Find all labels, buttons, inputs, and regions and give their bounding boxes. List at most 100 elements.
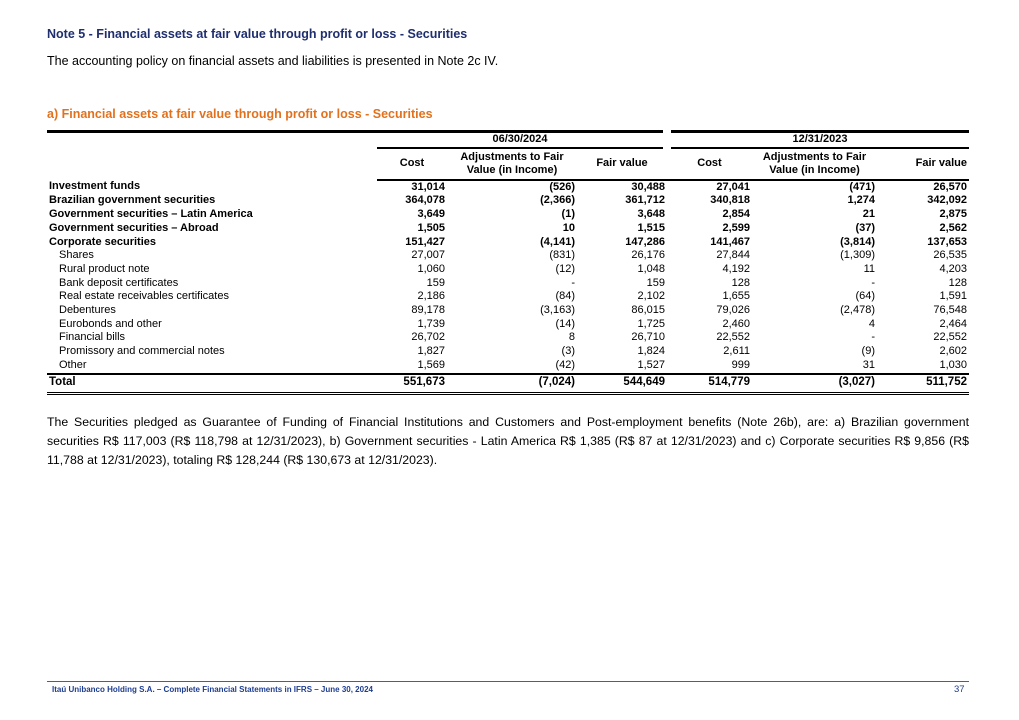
cell: (14) <box>555 317 575 330</box>
row-label: Investment funds <box>49 180 141 193</box>
cell: 21 <box>862 208 875 221</box>
cell: 128 <box>948 276 967 289</box>
cell: 364,078 <box>405 194 445 207</box>
cell: 551,673 <box>377 372 447 395</box>
cell: 31,014 <box>411 180 445 193</box>
cell: 340,818 <box>710 194 750 207</box>
col-cost: Cost <box>377 147 447 181</box>
table-row: Brazilian government securities 364,078 (2… <box>47 194 969 208</box>
row-label: Eurobonds and other <box>59 317 162 330</box>
cell: 2,602 <box>939 345 967 358</box>
cell: 22,552 <box>716 331 750 344</box>
row-label: Financial bills <box>59 331 126 344</box>
pledged-securities-paragraph: The Securities pledged as Guarantee of F… <box>47 415 969 467</box>
cell: 1,569 <box>417 358 445 371</box>
cell: (12) <box>555 262 575 275</box>
cell: 8 <box>568 331 575 344</box>
row-label: Real estate receivables certificates <box>59 290 229 303</box>
table-row: Debentures 89,178 (3,163) 86,015 79,026 (2,47… <box>47 304 969 318</box>
row-label: Shares <box>59 249 94 262</box>
cell: (42) <box>555 358 575 371</box>
cell: 26,702 <box>411 331 445 344</box>
table-row: Other 1,569 (42) 1,527 999 31 1,030 <box>47 359 969 374</box>
cell: (84) <box>555 290 575 303</box>
cell: (471) <box>849 180 875 193</box>
row-label: Promissory and commercial notes <box>59 345 225 358</box>
cell: (3,027) <box>752 372 877 395</box>
col-adjustments: Adjustments to Fair Value (in Income) <box>447 147 577 181</box>
row-label: Corporate securities <box>49 235 156 248</box>
cell: 1,591 <box>939 290 967 303</box>
cell: 30,488 <box>631 180 665 193</box>
table-row: Financial bills 26,702 8 26,710 22,552 - 22,55… <box>47 331 969 345</box>
cell: 4,203 <box>939 262 967 275</box>
section-subtitle: a) Financial assets at fair value throug… <box>47 107 433 121</box>
cell: (1,309) <box>840 249 875 262</box>
table-row: Bank deposit certificates 159 - 159 128 - 128 <box>47 277 969 291</box>
cell: 10 <box>562 221 575 234</box>
cell: - <box>871 331 875 344</box>
cell: 1,048 <box>637 262 665 275</box>
cell: 26,570 <box>933 180 967 193</box>
cell: (1) <box>561 208 575 221</box>
cell: 2,460 <box>722 317 750 330</box>
table-row: Shares 27,007 (831) 26,176 27,844 (1,309) 26,5… <box>47 249 969 263</box>
table-row: Investment funds 31,014 (526) 30,488 27,041 (… <box>47 180 969 195</box>
cell: 86,015 <box>631 304 665 317</box>
cell: 89,178 <box>411 304 445 317</box>
total-row: Total 551,673 (7,024) 544,649 514,779 (3… <box>47 372 969 395</box>
cell: 26,710 <box>631 331 665 344</box>
cell: (2,366) <box>540 194 575 207</box>
row-label: Other <box>59 358 87 371</box>
policy-text: The accounting policy on financial asset… <box>47 54 499 68</box>
cell: 1,824 <box>637 345 665 358</box>
table-row: Government securities – Abroad 1,505 10 1,5… <box>47 222 969 236</box>
cell: 147,286 <box>625 235 665 248</box>
row-label: Debentures <box>59 304 116 317</box>
footer-text: Itaú Unibanco Holding S.A. – Complete Fi… <box>52 685 373 694</box>
cell: 1,827 <box>417 345 445 358</box>
cell: 137,653 <box>927 235 967 248</box>
cell: 2,186 <box>417 290 445 303</box>
cell: 26,176 <box>631 249 665 262</box>
row-label: Bank deposit certificates <box>59 276 179 289</box>
cell: 1,655 <box>722 290 750 303</box>
cell: 22,552 <box>933 331 967 344</box>
row-label: Rural product note <box>59 262 150 275</box>
table-row: Real estate receivables certificates 2,18… <box>47 290 969 304</box>
row-label: Brazilian government securities <box>49 194 216 207</box>
cell: 1,274 <box>847 194 875 207</box>
securities-table: 06/30/2024 12/31/2023 Cost Adjustments t… <box>47 130 969 395</box>
cell: 26,535 <box>933 249 967 262</box>
cell: (3,814) <box>840 235 875 248</box>
cell: (64) <box>855 290 875 303</box>
table-row: Promissory and commercial notes 1,827 (3) 1… <box>47 345 969 359</box>
cell: - <box>571 276 575 289</box>
col-adjustments: Adjustments to Fair Value (in Income) <box>752 147 877 181</box>
cell: 4 <box>868 317 875 330</box>
cell: 1,725 <box>637 317 665 330</box>
row-label: Total <box>47 372 377 395</box>
cell: 141,467 <box>710 235 750 248</box>
cell: 79,026 <box>716 304 750 317</box>
cell: 514,779 <box>667 372 752 395</box>
cell: (831) <box>549 249 575 262</box>
cell: (37) <box>855 221 875 234</box>
cell: 128 <box>731 276 750 289</box>
cell: (3) <box>561 345 575 358</box>
col-cost: Cost <box>667 147 752 181</box>
cell: 27,041 <box>716 180 750 193</box>
cell: 4,192 <box>722 262 750 275</box>
cell: 2,611 <box>723 345 750 358</box>
cell: 3,649 <box>417 208 445 221</box>
cell: - <box>871 276 875 289</box>
col-fair-value: Fair value <box>877 147 969 181</box>
cell: 1,060 <box>417 262 445 275</box>
note-title: Note 5 - Financial assets at fair value … <box>47 27 468 41</box>
cell: 511,752 <box>877 372 969 395</box>
cell: 2,562 <box>939 221 967 234</box>
cell: (4,141) <box>540 235 575 248</box>
cell: 2,854 <box>722 208 750 221</box>
cell: 27,007 <box>411 249 445 262</box>
cell: 1,739 <box>417 317 445 330</box>
